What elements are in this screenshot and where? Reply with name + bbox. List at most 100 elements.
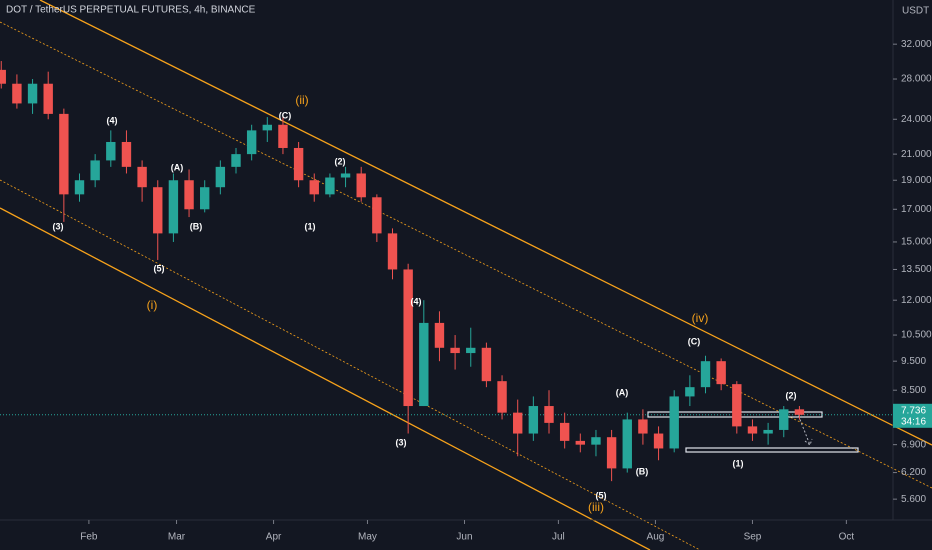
candle-body <box>168 180 179 234</box>
candle-body <box>293 147 304 181</box>
wave-label: (A) <box>171 162 184 172</box>
candle-body <box>591 437 601 445</box>
y-tick-label: 10.500 <box>901 330 932 341</box>
x-tick-label: Oct <box>839 532 855 543</box>
candle-body <box>653 433 664 449</box>
candle-body <box>528 406 539 434</box>
candle-body <box>606 437 617 469</box>
wave-label: (5) <box>154 263 165 273</box>
candle-body <box>340 173 351 178</box>
y-tick-label: 19.000 <box>901 175 932 186</box>
x-tick-label: Feb <box>80 532 98 543</box>
candle-body <box>246 130 257 155</box>
candle-body <box>544 406 554 423</box>
x-tick-label: Jun <box>456 532 472 543</box>
candle-body <box>106 141 116 161</box>
candle-body <box>231 154 241 167</box>
y-tick-label: 8.500 <box>901 385 926 396</box>
candle-body <box>325 177 335 195</box>
candle-body <box>716 361 726 385</box>
x-tick-label: May <box>358 532 377 543</box>
candle-body <box>121 141 132 167</box>
candle-body <box>200 187 210 210</box>
candle-body <box>356 173 366 198</box>
wave-label: (C) <box>279 110 292 120</box>
last-price-label: 7.736 <box>901 405 926 416</box>
candle-body <box>90 160 100 181</box>
y-tick-label: 12.000 <box>901 295 932 306</box>
y-tick-label: 13.500 <box>901 264 932 275</box>
y-tick-label: 6.200 <box>901 467 926 478</box>
candle-body <box>622 419 632 469</box>
wave-label: (4) <box>411 296 422 306</box>
y-tick-label: 9.500 <box>901 356 926 367</box>
y-tick-label: 17.000 <box>901 204 932 215</box>
support-zone <box>685 447 859 453</box>
plot <box>0 61 893 482</box>
y-tick-label: 5.600 <box>901 494 926 505</box>
wave-label: (C) <box>688 336 701 346</box>
candle-body <box>763 429 773 434</box>
countdown-label: 34:16 <box>901 416 926 427</box>
candle-body <box>450 347 460 354</box>
wave-label: (ii) <box>295 93 308 107</box>
wave-label: (B) <box>190 221 203 231</box>
y-tick-label: 15.000 <box>901 237 932 248</box>
candle-body <box>153 187 163 234</box>
candle-body <box>43 83 53 114</box>
candle-body <box>434 322 445 348</box>
candle-body <box>59 113 69 195</box>
candle-body <box>215 166 226 188</box>
candle-body <box>513 412 523 434</box>
y-tick-label: 24.000 <box>901 114 932 125</box>
chart-title: DOT / TetherUS PERPETUAL FUTURES, 4h, BI… <box>6 5 256 16</box>
last-price-tag <box>893 403 932 428</box>
wave-label: (iii) <box>588 500 604 514</box>
candle-body <box>700 361 711 388</box>
y-tick-label: 28.000 <box>901 74 932 85</box>
wave-label: (2) <box>335 156 346 166</box>
y-unit: USDT <box>902 6 929 17</box>
candle-body <box>278 124 288 148</box>
candle-body <box>669 396 679 449</box>
channel-upper-mid <box>0 21 932 489</box>
wave-label: (5) <box>596 490 607 500</box>
candle-body <box>638 419 648 434</box>
y-tick-label: 6.900 <box>901 439 926 450</box>
candle-body <box>559 422 570 441</box>
wave-label: (4) <box>107 115 118 125</box>
candle-body <box>0 69 6 84</box>
y-tick-label: 32.000 <box>901 39 932 50</box>
candle-body <box>466 347 476 354</box>
channel-lower <box>0 207 651 550</box>
x-tick-label: Mar <box>168 532 186 543</box>
candle-body <box>12 83 22 104</box>
wave-label: (3) <box>396 437 407 447</box>
candle-body <box>262 124 273 131</box>
candle-body <box>137 166 147 188</box>
wave-label: (iv) <box>692 311 709 325</box>
x-tick-label: Aug <box>647 532 665 543</box>
wave-label: (2) <box>786 390 797 400</box>
x-tick-label: Apr <box>266 532 282 543</box>
wave-label: (3) <box>53 221 64 231</box>
wave-label: (A) <box>616 387 629 397</box>
wave-label: (1) <box>733 458 744 468</box>
candle-body <box>779 409 789 430</box>
y-tick-label: 21.000 <box>901 149 932 160</box>
candle-body <box>184 180 194 210</box>
channel-upper <box>39 0 932 446</box>
candle-body <box>481 347 492 382</box>
x-tick-label: Sep <box>744 532 762 543</box>
wave-label: (i) <box>147 298 158 312</box>
candle-body <box>74 180 85 195</box>
x-tick-label: Jul <box>552 532 565 543</box>
candle-body <box>794 409 805 415</box>
candle-body <box>27 83 38 104</box>
candle-body <box>685 387 695 397</box>
candle-body <box>387 233 398 270</box>
candle-body <box>419 322 429 407</box>
